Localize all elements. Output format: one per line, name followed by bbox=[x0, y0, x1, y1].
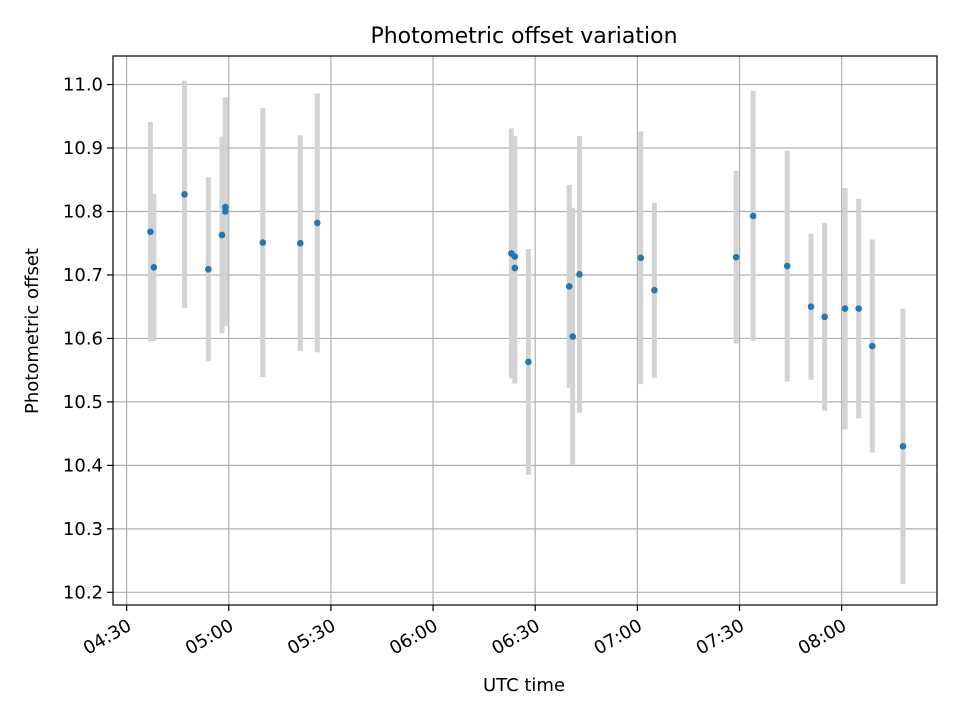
y-tick-label: 10.4 bbox=[63, 455, 103, 476]
data-point bbox=[218, 231, 226, 239]
data-point bbox=[899, 443, 907, 450]
data-point bbox=[222, 208, 229, 215]
data-point bbox=[576, 271, 583, 278]
data-point bbox=[821, 313, 828, 321]
y-tick-label: 10.5 bbox=[63, 392, 103, 413]
data-point bbox=[296, 239, 304, 247]
data-point bbox=[313, 219, 321, 227]
data-point bbox=[511, 264, 519, 272]
data-point bbox=[150, 264, 158, 271]
x-tick-label: 07:00 bbox=[590, 615, 645, 659]
x-tick-label: 05:30 bbox=[284, 615, 339, 659]
data-point bbox=[841, 305, 849, 312]
y-tick-label: 10.8 bbox=[63, 201, 103, 222]
data-point bbox=[205, 265, 212, 273]
data-point bbox=[807, 303, 815, 310]
y-tick-label: 10.6 bbox=[63, 328, 103, 349]
x-axis-ticks: 04:30 05:00 05:30 06:00 06:30 07:00 07:30 08:00 bbox=[80, 605, 850, 659]
y-tick-label: 10.2 bbox=[63, 582, 103, 603]
data-point bbox=[511, 253, 519, 260]
grid bbox=[113, 56, 937, 605]
data-point bbox=[732, 253, 740, 261]
y-axis-ticks: 10.2 10.3 10.4 10.5 10.6 10.7 10.8 10.9 11.0 bbox=[63, 75, 113, 603]
error-bars bbox=[147, 80, 906, 585]
data-point bbox=[783, 262, 791, 270]
data-point bbox=[855, 305, 862, 312]
data-point bbox=[147, 228, 154, 236]
y-tick-label: 10.9 bbox=[63, 138, 103, 159]
chart-title: Photometric offset variation bbox=[370, 24, 677, 49]
data-point bbox=[651, 286, 658, 294]
data-point bbox=[637, 254, 645, 262]
data-point bbox=[181, 191, 188, 198]
x-tick-label: 05:00 bbox=[182, 615, 237, 659]
data-point bbox=[869, 342, 876, 350]
plot-frame bbox=[112, 55, 938, 606]
x-tick-label: 08:00 bbox=[795, 615, 850, 659]
data-point bbox=[565, 283, 573, 290]
y-tick-label: 11.0 bbox=[63, 75, 103, 96]
x-tick-label: 04:30 bbox=[80, 615, 135, 659]
x-tick-label: 06:30 bbox=[488, 615, 543, 659]
y-axis-label: Photometric offset bbox=[22, 248, 43, 414]
x-tick-label: 07:30 bbox=[693, 615, 748, 659]
data-point bbox=[749, 212, 757, 220]
data-points bbox=[147, 191, 907, 450]
data-point bbox=[525, 358, 532, 366]
data-point bbox=[259, 239, 267, 246]
y-tick-label: 10.3 bbox=[63, 519, 103, 540]
y-tick-label: 10.7 bbox=[63, 265, 103, 286]
x-axis-label: UTC time bbox=[483, 675, 565, 696]
data-point bbox=[569, 333, 576, 340]
x-tick-label: 06:00 bbox=[386, 615, 441, 659]
